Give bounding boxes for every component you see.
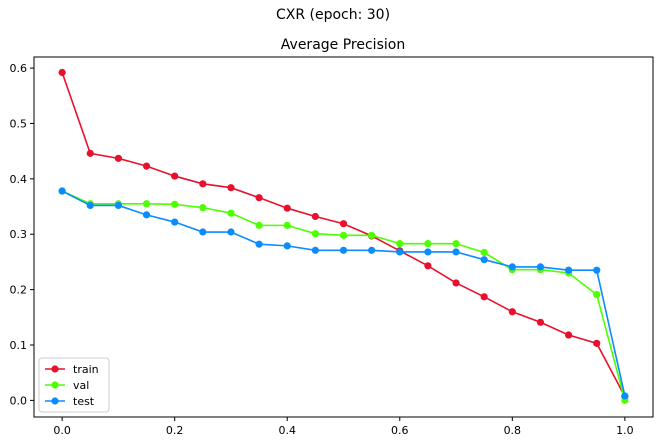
data-point-test [142,211,151,219]
data-point-test [564,266,573,274]
data-point-train [142,162,151,170]
figure-suptitle: CXR (epoch: 30) [276,7,390,23]
data-point-test [536,263,545,271]
data-point-train [199,180,207,188]
data-point-test [283,242,291,250]
data-point-val [171,200,179,208]
legend-marker [51,397,59,405]
data-point-val [339,231,348,239]
y-tick-label: 0.3 [10,228,28,241]
legend-label: train [73,363,99,376]
legend: train val test [38,357,110,413]
data-point-val [283,221,291,229]
data-point-val [593,291,601,299]
data-point-test [58,187,66,195]
data-point-train [255,194,263,202]
data-point-train [58,68,66,77]
data-point-test [480,256,488,264]
chart-title: Average Precision [281,37,405,53]
data-point-val [311,230,319,238]
y-tick-label: 0.6 [10,62,28,75]
data-point-train [536,318,545,326]
data-point-train [508,308,516,316]
data-point-val [396,240,404,248]
x-tick-label: 0.8 [504,424,522,437]
legend-item-test: test [45,395,95,408]
legend-item-val: val [45,379,89,392]
legend-marker [51,381,59,389]
data-point-train [424,262,432,270]
legend-label: test [73,395,95,408]
data-point-train [593,339,601,347]
data-point-test [508,263,516,271]
y-tick-label: 0.1 [10,339,28,352]
data-point-test [593,266,601,274]
data-point-test [452,248,460,256]
data-point-test [86,201,94,210]
x-tick-label: 0.2 [166,424,184,437]
data-point-train [227,184,235,192]
data-point-test [255,240,263,248]
data-point-test [621,392,629,400]
data-point-train [171,172,179,180]
y-axis: 0.0 0.1 0.2 0.3 0.4 0.5 0.6 [10,62,34,407]
x-tick-label: 0.0 [53,424,71,437]
data-point-test [368,246,376,254]
data-point-train [339,220,348,228]
data-point-val [368,231,376,239]
data-point-test [199,228,207,236]
series-test [58,187,629,400]
data-point-test [396,248,404,256]
data-point-test [227,228,235,236]
legend-marker [51,365,59,373]
data-point-test [171,218,179,226]
y-tick-label: 0.4 [10,173,28,186]
data-point-val [199,204,207,212]
data-point-train [114,154,123,162]
y-tick-label: 0.2 [10,284,28,297]
data-point-val [142,200,151,208]
data-point-test [114,201,123,210]
x-axis: 0.0 0.2 0.4 0.6 0.8 1.0 [53,417,634,437]
data-point-val [227,209,235,217]
series-layer [58,68,629,404]
data-point-train [311,212,319,221]
x-tick-label: 1.0 [616,424,634,437]
data-point-train [452,279,460,287]
data-point-train [283,204,291,212]
data-point-train [564,331,573,339]
data-point-val [480,248,488,257]
y-tick-label: 0.0 [10,394,28,407]
data-point-val [255,221,263,229]
data-point-test [424,248,432,256]
data-point-test [339,246,348,254]
data-point-train [86,149,94,157]
legend-label: val [73,379,89,392]
data-point-test [311,246,319,254]
x-tick-label: 0.4 [278,424,296,437]
data-point-train [480,293,488,301]
x-tick-label: 0.6 [391,424,409,437]
data-point-val [424,240,432,248]
data-point-val [452,240,460,248]
y-tick-label: 0.5 [10,117,28,130]
legend-item-train: train [45,363,99,376]
